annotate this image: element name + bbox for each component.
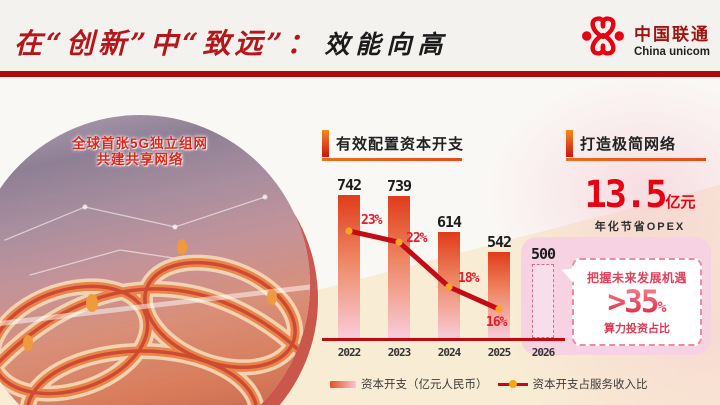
- chart-legend: 资本开支（亿元人民币） 资本开支占服务收入比: [330, 376, 648, 392]
- hero-caption-line1: 全球首张5G独立组网: [71, 136, 208, 151]
- hero-caption-line2: 共建共享网络: [96, 151, 184, 167]
- x-label-2025: 2025: [487, 345, 512, 359]
- opex-value: 13.5: [584, 173, 667, 216]
- china-unicom-logo: 中国联通 China unicom: [580, 13, 710, 64]
- opex-unit: 亿元: [665, 194, 696, 211]
- legend-label-capex: 资本开支（亿元人民币）: [361, 377, 488, 391]
- logo-en: China unicom: [633, 45, 710, 58]
- callout-caption: 算力投资占比: [604, 322, 670, 335]
- capex-header-underline: [322, 158, 462, 161]
- pct-label-2022: 23%: [361, 213, 383, 228]
- capex-header-bar: [322, 130, 329, 157]
- callout-value-number: >35: [607, 284, 658, 320]
- line-point-2025: [495, 305, 503, 313]
- page-title: 在“创新”中“致远”： 效能向高: [14, 22, 448, 62]
- x-label-2026: 2026: [531, 345, 556, 359]
- bar-value-2023: 739: [386, 177, 412, 196]
- legend-item-ratio: 资本开支占服务收入比: [497, 376, 648, 392]
- opex-value-row: 13.5亿元: [560, 173, 720, 216]
- page-title-red: 在“创新”中“致远”：: [14, 27, 319, 60]
- line-swatch-icon: [497, 380, 528, 388]
- bar-value-2026: 500: [530, 245, 556, 264]
- callout-value-unit: %: [657, 298, 667, 316]
- capex-section-title: 有效配置资本开支: [336, 136, 465, 153]
- bar-2025: [488, 252, 510, 339]
- highway-knot-illustration: [0, 194, 310, 405]
- pct-label-2024: 18%: [458, 270, 480, 286]
- logo-text: 中国联通 China unicom: [634, 20, 710, 58]
- hero-caption: 全球首张5G独立组网 共建共享网络: [0, 136, 310, 168]
- x-axis-line: [322, 338, 565, 341]
- x-label-2022: 2022: [337, 345, 362, 359]
- slide-body: 全球首张5G独立组网 共建共享网络 有效配置资本开支 742 2022 739 202…: [0, 77, 720, 405]
- legend-label-ratio: 资本开支占服务收入比: [532, 377, 648, 391]
- bar-swatch-icon: [330, 380, 356, 388]
- opex-savings: 13.5亿元 年化节省OPEX: [560, 173, 720, 234]
- unicom-knot-icon: [580, 13, 626, 64]
- bar-value-2025: 542: [486, 233, 512, 252]
- network-header-bar: [566, 130, 573, 157]
- bar-value-2022: 742: [336, 176, 362, 195]
- header-band: 在“创新”中“致远”： 效能向高 中国联通 China unicom: [0, 0, 720, 71]
- network-section-title: 打造极简网络: [580, 136, 677, 153]
- x-label-2023: 2023: [387, 345, 412, 359]
- page-title-black: 效能向高: [324, 30, 449, 59]
- bar-2026: [532, 264, 554, 339]
- network-header-underline: [566, 158, 706, 161]
- callout-title: 把握未来发展机遇: [586, 271, 687, 285]
- opex-caption: 年化节省OPEX: [594, 221, 686, 233]
- x-label-2024: 2024: [437, 345, 462, 359]
- capex-chart: 742 2022 739 2023 614 2024 542 2025 500 2026 23% 22…: [322, 170, 574, 385]
- future-opportunity-callout: 把握未来发展机遇 >35% 算力投资占比: [558, 258, 702, 346]
- pct-label-2023: 22%: [406, 231, 428, 247]
- line-point-2024: [445, 283, 453, 291]
- hero-circle-image: 全球首张5G独立组网 共建共享网络: [0, 115, 310, 405]
- callout-value: >35%: [574, 286, 700, 319]
- pct-label-2025: 16%: [486, 315, 508, 331]
- ratio-line-series: [345, 227, 503, 313]
- bar-2023: [388, 196, 410, 339]
- line-point-2022: [345, 227, 353, 235]
- legend-item-capex: 资本开支（亿元人民币）: [330, 376, 488, 392]
- red-divider: [0, 71, 720, 77]
- line-point-2023: [395, 238, 403, 246]
- logo-cn: 中国联通: [633, 24, 710, 44]
- bar-value-2024: 614: [436, 212, 462, 231]
